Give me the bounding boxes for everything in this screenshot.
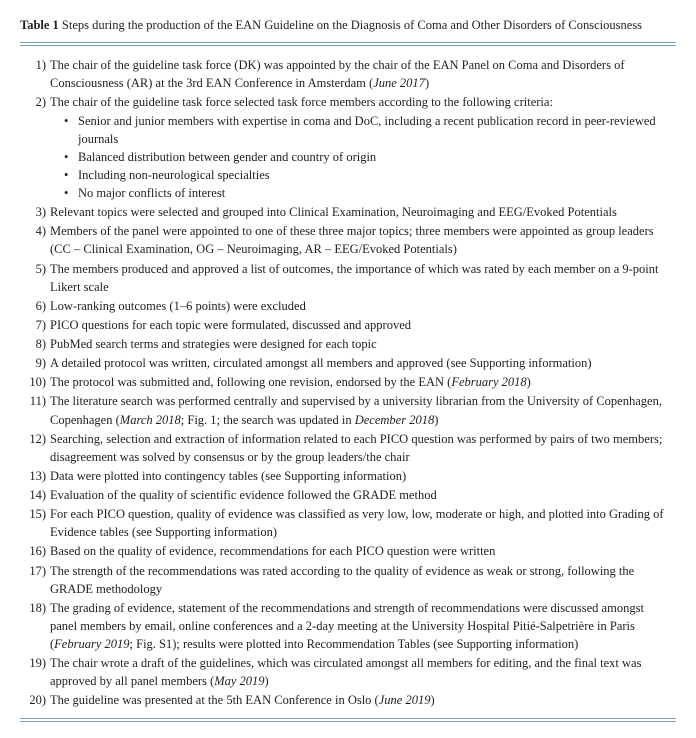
step-text: The grading of evidence, statement of th… xyxy=(50,601,644,651)
step-item: Members of the panel were appointed to o… xyxy=(24,222,672,258)
step-item: For each PICO question, quality of evide… xyxy=(24,505,672,541)
step-item: Based on the quality of evidence, recomm… xyxy=(24,542,672,560)
step-text: For each PICO question, quality of evide… xyxy=(50,507,664,539)
step-text: The chair of the guideline task force se… xyxy=(50,95,553,109)
step-item: Searching, selection and extraction of i… xyxy=(24,430,672,466)
step-text: Based on the quality of evidence, recomm… xyxy=(50,544,495,558)
table-title-text: Steps during the production of the EAN G… xyxy=(62,18,642,32)
step-item: The grading of evidence, statement of th… xyxy=(24,599,672,653)
step-item: The guideline was presented at the 5th E… xyxy=(24,691,672,709)
sub-criteria-list: Senior and junior members with expertise… xyxy=(50,112,672,203)
step-item: PubMed search terms and strategies were … xyxy=(24,335,672,353)
step-item: The chair wrote a draft of the guideline… xyxy=(24,654,672,690)
date-italic: May 2019 xyxy=(214,674,264,688)
step-item: The protocol was submitted and, followin… xyxy=(24,373,672,391)
step-text: A detailed protocol was written, circula… xyxy=(50,356,592,370)
step-item: The chair of the guideline task force se… xyxy=(24,93,672,202)
step-item: The chair of the guideline task force (D… xyxy=(24,56,672,92)
step-text: The chair wrote a draft of the guideline… xyxy=(50,656,641,688)
step-item: The members produced and approved a list… xyxy=(24,260,672,296)
step-text: PICO questions for each topic were formu… xyxy=(50,318,411,332)
step-item: Evaluation of the quality of scientific … xyxy=(24,486,672,504)
step-text: The guideline was presented at the 5th E… xyxy=(50,693,435,707)
step-text: The literature search was performed cent… xyxy=(50,394,662,426)
sub-criteria-item: Senior and junior members with expertise… xyxy=(64,112,672,148)
step-item: Low-ranking outcomes (1–6 points) were e… xyxy=(24,297,672,315)
step-text: Members of the panel were appointed to o… xyxy=(50,224,654,256)
date-italic: December 2018 xyxy=(355,413,435,427)
date-italic: March 2018 xyxy=(120,413,181,427)
date-italic: February 2019 xyxy=(54,637,129,651)
date-italic: February 2018 xyxy=(451,375,526,389)
step-item: Relevant topics were selected and groupe… xyxy=(24,203,672,221)
sub-criteria-item: Including non-neurological specialties xyxy=(64,166,672,184)
step-text: The protocol was submitted and, followin… xyxy=(50,375,531,389)
step-text: Searching, selection and extraction of i… xyxy=(50,432,662,464)
step-item: Data were plotted into contingency table… xyxy=(24,467,672,485)
sub-criteria-item: No major conflicts of interest xyxy=(64,184,672,202)
date-italic: June 2017 xyxy=(373,76,425,90)
step-item: PICO questions for each topic were formu… xyxy=(24,316,672,334)
bottom-rule xyxy=(20,718,676,722)
steps-list: The chair of the guideline task force (D… xyxy=(20,56,676,709)
step-text: The chair of the guideline task force (D… xyxy=(50,58,624,90)
step-text: Low-ranking outcomes (1–6 points) were e… xyxy=(50,299,306,313)
step-item: A detailed protocol was written, circula… xyxy=(24,354,672,372)
top-rule xyxy=(20,42,676,46)
step-text: Relevant topics were selected and groupe… xyxy=(50,205,617,219)
step-text: PubMed search terms and strategies were … xyxy=(50,337,377,351)
date-italic: June 2019 xyxy=(379,693,431,707)
sub-criteria-item: Balanced distribution between gender and… xyxy=(64,148,672,166)
step-text: The members produced and approved a list… xyxy=(50,262,658,294)
step-item: The literature search was performed cent… xyxy=(24,392,672,428)
step-text: Evaluation of the quality of scientific … xyxy=(50,488,437,502)
table-caption: Table 1 Steps during the production of t… xyxy=(20,16,676,34)
step-text: Data were plotted into contingency table… xyxy=(50,469,406,483)
table-label: Table 1 xyxy=(20,18,59,32)
